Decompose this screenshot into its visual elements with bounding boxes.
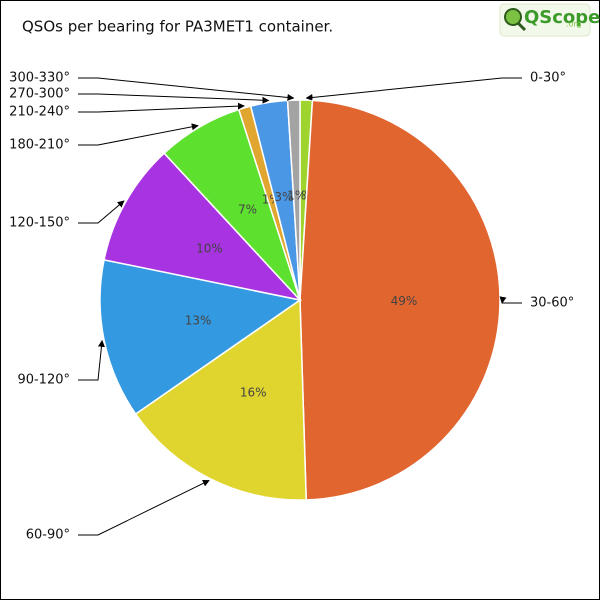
logo-icon xyxy=(504,8,522,26)
leader-line xyxy=(78,93,270,104)
value-label: 49% xyxy=(391,294,418,308)
logo-icon-handle xyxy=(516,21,527,32)
category-label: 0-30° xyxy=(530,71,566,86)
category-label: 30-60° xyxy=(530,296,574,311)
value-label: 7% xyxy=(238,203,257,217)
category-label: 90-120° xyxy=(17,373,70,388)
category-label: 60-90° xyxy=(26,528,70,543)
leader-line xyxy=(78,123,199,146)
chart-title: QSOs per bearing for PA3MET1 container. xyxy=(22,18,333,36)
leader-line xyxy=(78,200,125,224)
leader-line xyxy=(305,77,522,101)
leader-line xyxy=(78,102,245,113)
category-label: 180-210° xyxy=(9,138,70,153)
leader-line xyxy=(78,479,210,536)
category-label: 270-300° xyxy=(9,87,70,102)
value-label: 1% xyxy=(287,189,306,203)
pie-slice xyxy=(103,152,303,302)
pie-slice xyxy=(134,298,307,501)
logo-suffix: .org xyxy=(566,20,582,29)
leader-line xyxy=(78,339,105,381)
category-label: 300-330° xyxy=(9,71,70,86)
value-label: 10% xyxy=(196,241,223,255)
value-label: 16% xyxy=(240,385,267,399)
value-label: 3% xyxy=(274,190,293,204)
leader-line xyxy=(78,77,295,101)
category-label: 120-150° xyxy=(9,216,70,231)
logo: QScope .org xyxy=(499,3,600,37)
logo-text: QScope xyxy=(524,7,600,28)
category-label: 210-240° xyxy=(9,105,70,120)
value-label: 13% xyxy=(185,313,212,327)
